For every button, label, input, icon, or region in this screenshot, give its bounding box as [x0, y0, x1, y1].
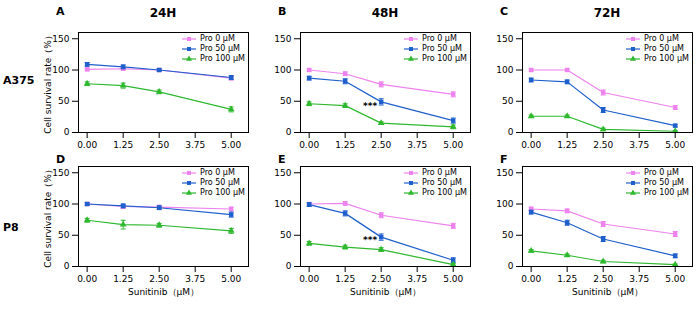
svg-text:0: 0 [64, 127, 70, 137]
html-text:Pro 0 μM: Pro 0 μM [422, 34, 457, 43]
svg-text:2.50: 2.50 [149, 140, 169, 150]
svg-text:100: 100 [274, 65, 291, 75]
html-text:Pro 100 μM: Pro 100 μM [644, 188, 689, 197]
html-text:Pro 0 μM: Pro 0 μM [200, 168, 235, 177]
svg-text:150: 150 [52, 34, 69, 44]
svg-text:1.25: 1.25 [113, 274, 133, 284]
svg-text:50: 50 [280, 230, 292, 240]
html-text:Pro 100 μM: Pro 100 μM [422, 54, 467, 63]
svg-text:150: 150 [496, 34, 513, 44]
html-text:Pro 50 μM: Pro 50 μM [422, 44, 462, 53]
svg-text:5.00: 5.00 [221, 140, 241, 150]
html-text:Pro 0 μM: Pro 0 μM [644, 168, 679, 177]
svg-text:5.00: 5.00 [221, 274, 241, 284]
svg-text:50: 50 [502, 96, 514, 106]
svg-text:Cell survival rate（%）: Cell survival rate（%） [43, 31, 53, 134]
svg-text:150: 150 [496, 168, 513, 178]
html-text:Pro 50 μM: Pro 50 μM [200, 178, 240, 187]
svg-text:100: 100 [496, 199, 513, 209]
svg-text:2.50: 2.50 [149, 274, 169, 284]
svg-text:100: 100 [52, 65, 69, 75]
html-text:Pro 50 μM: Pro 50 μM [422, 178, 462, 187]
svg-text:100: 100 [496, 65, 513, 75]
svg-text:50: 50 [58, 230, 70, 240]
svg-text:0.00: 0.00 [299, 274, 319, 284]
svg-text:1.25: 1.25 [335, 274, 355, 284]
svg-text:3.75: 3.75 [185, 140, 205, 150]
svg-text:150: 150 [274, 34, 291, 44]
html-text:E: E [278, 153, 286, 166]
svg-text:0.00: 0.00 [299, 140, 319, 150]
html-text:Pro 50 μM: Pro 50 μM [644, 44, 684, 53]
svg-text:0: 0 [286, 127, 292, 137]
html-text:A: A [56, 5, 65, 18]
svg-text:0.00: 0.00 [521, 140, 541, 150]
svg-text:3.75: 3.75 [407, 140, 427, 150]
svg-text:1.25: 1.25 [113, 140, 133, 150]
svg-text:0: 0 [508, 127, 514, 137]
html-text:72H: 72H [593, 6, 621, 20]
svg-text:3.75: 3.75 [629, 274, 649, 284]
svg-text:0: 0 [508, 261, 514, 271]
svg-text:100: 100 [52, 199, 69, 209]
svg-text:5.00: 5.00 [665, 274, 685, 284]
svg-text:1.25: 1.25 [557, 274, 577, 284]
svg-text:2.50: 2.50 [593, 274, 613, 284]
svg-text:1.25: 1.25 [335, 140, 355, 150]
svg-text:100: 100 [274, 199, 291, 209]
svg-text:2.50: 2.50 [371, 140, 391, 150]
svg-text:Sunitinib（μM）: Sunitinib（μM） [128, 287, 199, 297]
html-text:24H: 24H [149, 6, 177, 20]
svg-text:0.00: 0.00 [77, 274, 97, 284]
svg-text:2.50: 2.50 [371, 274, 391, 284]
html-text:A375: A375 [3, 73, 35, 87]
html-text:Pro 0 μM: Pro 0 μM [422, 168, 457, 177]
html-text:48H: 48H [371, 6, 399, 20]
html-text:Pro 50 μM: Pro 50 μM [644, 178, 684, 187]
svg-text:***: *** [363, 101, 377, 111]
svg-text:50: 50 [502, 230, 514, 240]
html-text:P8: P8 [3, 220, 19, 234]
svg-text:2.50: 2.50 [593, 140, 613, 150]
html-text:F: F [500, 153, 508, 166]
svg-text:0: 0 [286, 261, 292, 271]
html-text:Pro 50 μM: Pro 50 μM [200, 44, 240, 53]
svg-text:3.75: 3.75 [185, 274, 205, 284]
svg-text:Sunitinib（μM）: Sunitinib（μM） [350, 287, 421, 297]
svg-text:5.00: 5.00 [443, 140, 463, 150]
html-text:Pro 0 μM: Pro 0 μM [200, 34, 235, 43]
svg-text:***: *** [363, 235, 377, 245]
html-text:Pro 100 μM: Pro 100 μM [200, 54, 245, 63]
svg-text:3.75: 3.75 [629, 140, 649, 150]
svg-text:150: 150 [52, 168, 69, 178]
html-text:B: B [278, 5, 287, 18]
svg-text:3.75: 3.75 [407, 274, 427, 284]
html-text:Pro 0 μM: Pro 0 μM [644, 34, 679, 43]
svg-text:5.00: 5.00 [665, 140, 685, 150]
svg-text:50: 50 [58, 96, 70, 106]
svg-text:0: 0 [64, 261, 70, 271]
svg-text:5.00: 5.00 [443, 274, 463, 284]
svg-text:0.00: 0.00 [77, 140, 97, 150]
html-text:Pro 100 μM: Pro 100 μM [644, 54, 689, 63]
svg-text:1.25: 1.25 [557, 140, 577, 150]
svg-text:50: 50 [280, 96, 292, 106]
svg-text:150: 150 [274, 168, 291, 178]
html-text:Pro 100 μM: Pro 100 μM [422, 188, 467, 197]
svg-text:Cell survival rate（%）: Cell survival rate（%） [43, 165, 53, 268]
html-text:Pro 100 μM: Pro 100 μM [200, 188, 245, 197]
html-text:D: D [56, 153, 66, 166]
svg-text:Sunitinib（μM）: Sunitinib（μM） [572, 287, 643, 297]
svg-text:0.00: 0.00 [521, 274, 541, 284]
html-text:C: C [500, 5, 509, 18]
